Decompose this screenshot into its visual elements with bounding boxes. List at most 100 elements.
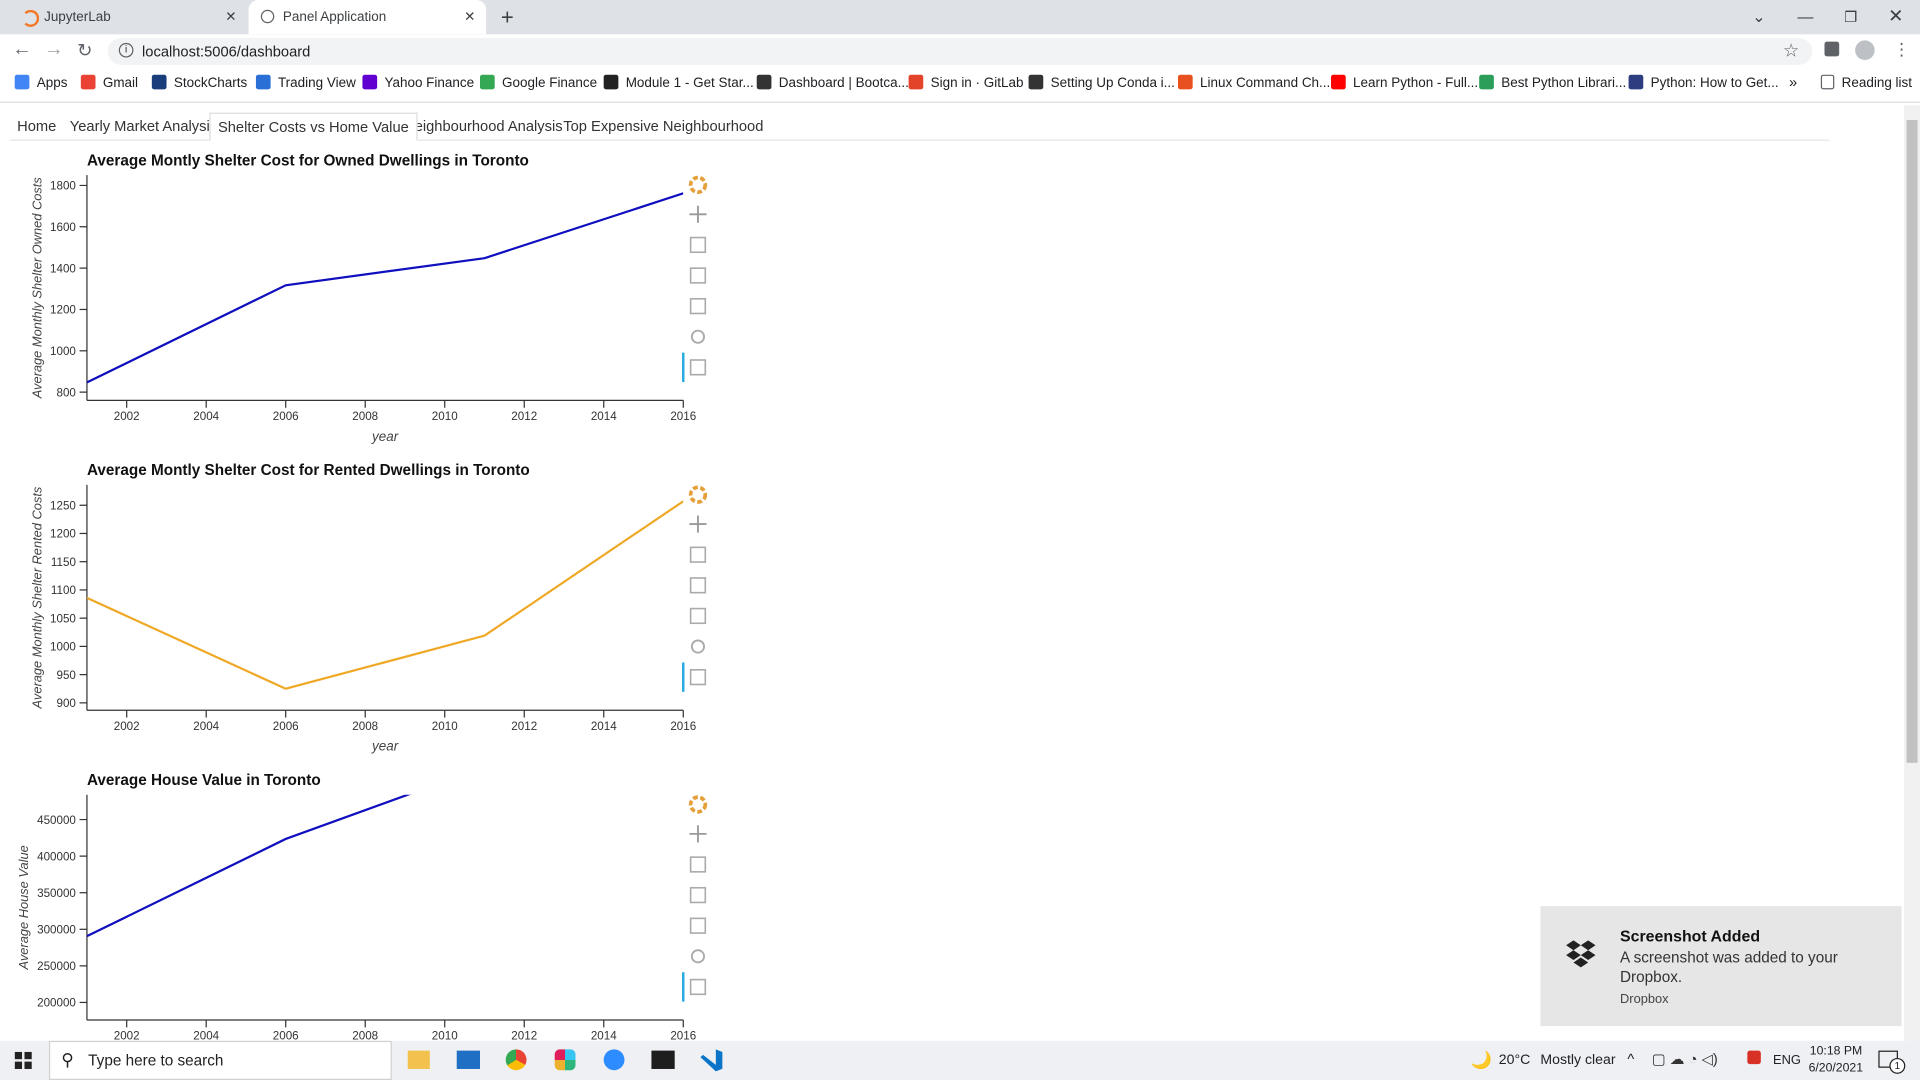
y-tick-label: 1000 [50, 641, 76, 654]
tray-icons[interactable]: ▢ ☁ ◔ ◁) [1651, 1050, 1718, 1068]
profile[interactable] [1855, 40, 1875, 61]
app-tab-active[interactable]: Shelter Costs vs Home Value [209, 112, 418, 141]
app-tab[interactable]: Home [17, 117, 57, 135]
more-bookmarks[interactable]: » [1788, 73, 1798, 91]
clock-time[interactable]: 10:18 PM [1809, 1044, 1863, 1058]
bookmark[interactable]: StockCharts [151, 69, 247, 98]
bookmark[interactable]: Module 1 - Get Star... [603, 69, 754, 98]
bookmark[interactable]: Setting Up Conda i... [1028, 69, 1175, 98]
app-slack[interactable] [554, 1049, 576, 1071]
clock-date[interactable]: 6/20/2021 [1808, 1061, 1864, 1076]
tool-pan[interactable] [689, 205, 707, 223]
tool-hover[interactable] [689, 359, 707, 376]
bookmark[interactable]: Yahoo Finance [362, 69, 474, 98]
tool-save[interactable] [689, 297, 707, 315]
browser-tab[interactable]: JupyterLab ✕ [10, 0, 243, 34]
app-explorer[interactable] [407, 1050, 430, 1069]
scrollbar-thumb[interactable] [1906, 120, 1918, 763]
tool-box-zoom[interactable] [689, 236, 707, 254]
tool-box-zoom[interactable] [689, 546, 707, 563]
address-bar[interactable]: i localhost:5006/dashboard ☆ [107, 37, 1813, 65]
x-tick-label: 2002 [114, 720, 140, 733]
app-mail[interactable] [456, 1050, 481, 1069]
tool-box-zoom[interactable] [689, 856, 707, 873]
weather[interactable]: Mostly clear [1540, 1053, 1616, 1068]
tool-wheel-zoom[interactable] [689, 267, 707, 284]
new-tab[interactable]: + [500, 4, 514, 30]
menu[interactable]: ⋮ [1893, 39, 1911, 59]
site-info[interactable]: i [118, 42, 134, 58]
active-tool-indicator [682, 662, 685, 692]
bokeh-logo[interactable] [688, 485, 708, 504]
x-tick-label: 2014 [591, 720, 617, 733]
bookmark-icon [80, 74, 96, 90]
bookmark[interactable]: Sign in · GitLab [908, 69, 1024, 98]
tool-icon [689, 978, 707, 996]
start-button[interactable] [14, 1051, 32, 1069]
restore[interactable]: ❐ [1844, 8, 1858, 26]
temperature[interactable]: 20°C [1498, 1053, 1531, 1068]
bookmark[interactable]: Python: How to Get... [1628, 69, 1779, 98]
tool-pan[interactable] [689, 825, 707, 843]
reading-list[interactable]: Reading list [1820, 69, 1912, 98]
tool-icon [689, 515, 707, 533]
reload[interactable]: ↻ [77, 40, 93, 62]
bookmark[interactable]: Apps [14, 69, 68, 98]
tray-expand[interactable]: ^ [1627, 1050, 1635, 1068]
browser-tab-active[interactable]: Panel Application ✕ [248, 0, 487, 35]
tool-wheel-zoom[interactable] [689, 886, 707, 904]
bookmark-label: Best Python Librari... [1501, 75, 1627, 91]
bookmark[interactable]: Google Finance [480, 69, 597, 98]
bokeh-logo[interactable] [688, 175, 708, 195]
bookmark[interactable]: Best Python Librari... [1479, 69, 1626, 98]
tool-pan[interactable] [689, 515, 707, 533]
app-vscode[interactable] [700, 1049, 723, 1072]
tray-icon-red[interactable] [1747, 1050, 1761, 1065]
search-box[interactable]: ⚲ Type here to search [48, 1040, 392, 1080]
line-series [86, 794, 412, 938]
app-terminal[interactable] [651, 1050, 675, 1069]
tool-save[interactable] [689, 917, 707, 934]
bookmark[interactable]: Gmail [80, 69, 138, 98]
forward[interactable]: → [44, 39, 64, 61]
y-tick-label: 1800 [50, 180, 76, 193]
bookmark-label: Sign in · GitLab [930, 75, 1024, 91]
active-tool-indicator [682, 352, 685, 383]
language[interactable]: ENG [1773, 1053, 1801, 1068]
app-tab[interactable]: Top Expensive Neighbourhood [563, 117, 764, 135]
y-tick-label: 950 [57, 669, 77, 682]
bookmark-label: Learn Python - Full... [1353, 75, 1479, 91]
tool-reset[interactable] [690, 329, 706, 344]
bookmark-star[interactable]: ☆ [1782, 40, 1800, 62]
app-zoom[interactable] [603, 1049, 625, 1071]
tool-wheel-zoom[interactable] [689, 577, 707, 594]
notification[interactable]: Screenshot Added A screenshot was added … [1540, 906, 1902, 1027]
tool-icon [689, 205, 707, 223]
line-series [86, 192, 684, 384]
bookmark[interactable]: Dashboard | Bootca... [756, 69, 909, 98]
tab-close[interactable]: ✕ [464, 9, 476, 25]
tab-close[interactable]: ✕ [225, 9, 237, 25]
tool-hover[interactable] [689, 669, 707, 686]
extensions[interactable] [1824, 41, 1840, 57]
app-chrome[interactable] [505, 1049, 527, 1071]
x-tick-label: 2004 [193, 720, 219, 733]
minimize[interactable]: — [1797, 7, 1814, 26]
app-tab[interactable]: Neighbourhood Analysis [404, 117, 563, 135]
tab-search[interactable]: ⌄ [1752, 7, 1766, 26]
back[interactable]: ← [12, 39, 32, 61]
tool-icon [690, 949, 706, 964]
bokeh-logo[interactable] [688, 795, 708, 814]
tool-reset[interactable] [690, 949, 706, 964]
tool-hover[interactable] [689, 978, 707, 996]
bookmark[interactable]: Trading View [255, 69, 356, 98]
tool-reset[interactable] [690, 639, 706, 654]
app-tab[interactable]: Yearly Market Analysis [69, 117, 218, 135]
tool-save[interactable] [689, 607, 707, 625]
bookmark[interactable]: Linux Command Ch... [1177, 69, 1330, 98]
tab-title: Panel Application [282, 9, 387, 25]
close[interactable]: ✕ [1888, 6, 1904, 27]
bookmark[interactable]: Learn Python - Full... [1331, 69, 1478, 98]
y-tick-label: 1250 [50, 500, 76, 513]
